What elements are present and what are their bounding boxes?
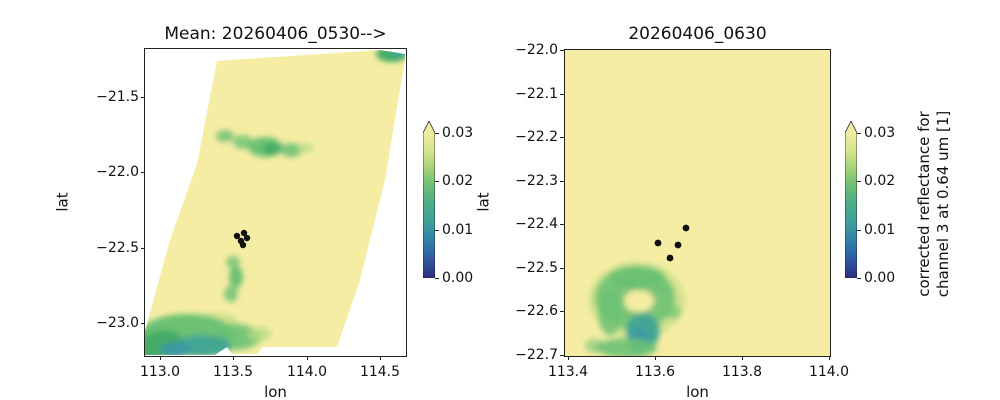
x-tick-label: 113.8 <box>721 364 763 380</box>
tick-mark <box>857 230 861 231</box>
tick-mark <box>160 356 161 360</box>
scatter-dot <box>682 224 690 232</box>
scatter-dots <box>233 229 251 249</box>
left-map-canvas <box>145 49 406 356</box>
tick-mark <box>141 97 145 98</box>
tick-mark <box>568 356 569 360</box>
tick-mark <box>829 356 830 360</box>
colorbar-unit-label: corrected reflectance for channel 3 at 0… <box>915 110 952 298</box>
scatter-dot <box>674 241 682 249</box>
y-tick-label: −22.0 <box>515 42 558 58</box>
y-tick-label: −22.5 <box>96 240 139 256</box>
scatter-dot <box>240 229 248 237</box>
scatter-dot <box>243 234 251 242</box>
left-plot-title: Mean: 20260406_0530--> <box>164 24 387 44</box>
tick-mark <box>560 50 564 51</box>
tick-mark <box>560 268 564 269</box>
colorbar-tick-label: 0.01 <box>442 222 474 238</box>
right-plot-ylabel: lat <box>474 192 493 212</box>
tick-mark <box>307 356 308 360</box>
tick-mark <box>141 248 145 249</box>
right-plot-title: 20260406_0630 <box>628 24 767 44</box>
colorbar-tick-label: 0.03 <box>864 125 896 141</box>
y-tick-label: −22.2 <box>515 129 558 145</box>
tick-mark <box>560 181 564 182</box>
right-plot-xlabel: lon <box>686 383 709 400</box>
tick-mark <box>655 356 656 360</box>
scatter-dot <box>239 241 247 249</box>
tick-mark <box>435 133 439 134</box>
scatter-dot <box>666 254 674 262</box>
y-tick-label: −22.3 <box>515 173 558 189</box>
y-tick-label: −22.6 <box>515 303 558 319</box>
scatter-dots <box>654 224 690 262</box>
y-tick-label: −22.7 <box>515 347 558 363</box>
tick-mark <box>857 181 861 182</box>
x-tick-label: 114.0 <box>808 364 850 380</box>
tick-mark <box>742 356 743 360</box>
x-tick-label: 113.5 <box>212 364 254 380</box>
x-tick-label: 114.5 <box>359 364 401 380</box>
scatter-dot <box>654 239 662 247</box>
tick-mark <box>560 94 564 95</box>
colorbar-tick-label: 0.02 <box>864 173 896 189</box>
tick-mark <box>435 181 439 182</box>
left-plot-area <box>144 48 407 357</box>
tick-mark <box>857 278 861 279</box>
tick-mark <box>560 224 564 225</box>
tick-mark <box>560 137 564 138</box>
left-plot-xlabel: lon <box>264 383 287 400</box>
cloud-features <box>145 50 405 355</box>
y-tick-label: −22.0 <box>96 164 139 180</box>
tick-mark <box>141 323 145 324</box>
y-tick-label: −23.0 <box>96 315 139 331</box>
x-tick-label: 113.6 <box>634 364 676 380</box>
y-tick-label: −22.5 <box>515 260 558 276</box>
x-tick-label: 113.4 <box>547 364 589 380</box>
y-tick-label: −22.4 <box>515 216 558 232</box>
colorbar-tick-label: 0.02 <box>442 173 474 189</box>
left-plot-ylabel: lat <box>53 192 72 212</box>
colorbar-tick-label: 0.03 <box>442 125 474 141</box>
colorbar-tick-label: 0.01 <box>864 222 896 238</box>
scatter-dot <box>233 232 241 240</box>
left-colorbar <box>423 121 435 278</box>
y-tick-label: −22.1 <box>515 86 558 102</box>
right-colorbar <box>845 121 857 278</box>
y-tick-label: −21.5 <box>96 89 139 105</box>
cloud-features <box>585 262 685 356</box>
right-plot-area <box>564 49 831 357</box>
tick-mark <box>857 133 861 134</box>
colorbar-tick-label: 0.00 <box>442 270 474 286</box>
x-tick-label: 113.0 <box>139 364 181 380</box>
tick-mark <box>233 356 234 360</box>
tick-mark <box>560 311 564 312</box>
satellite-swath <box>145 50 405 355</box>
tick-mark <box>380 356 381 360</box>
colorbar-gradient-bar <box>845 121 857 278</box>
x-tick-label: 114.0 <box>286 364 328 380</box>
tick-mark <box>435 278 439 279</box>
colorbar-tick-label: 0.00 <box>864 270 896 286</box>
tick-mark <box>141 172 145 173</box>
tick-mark <box>435 230 439 231</box>
right-map-canvas <box>565 50 830 356</box>
tick-mark <box>560 355 564 356</box>
colorbar-gradient-bar <box>423 121 435 278</box>
